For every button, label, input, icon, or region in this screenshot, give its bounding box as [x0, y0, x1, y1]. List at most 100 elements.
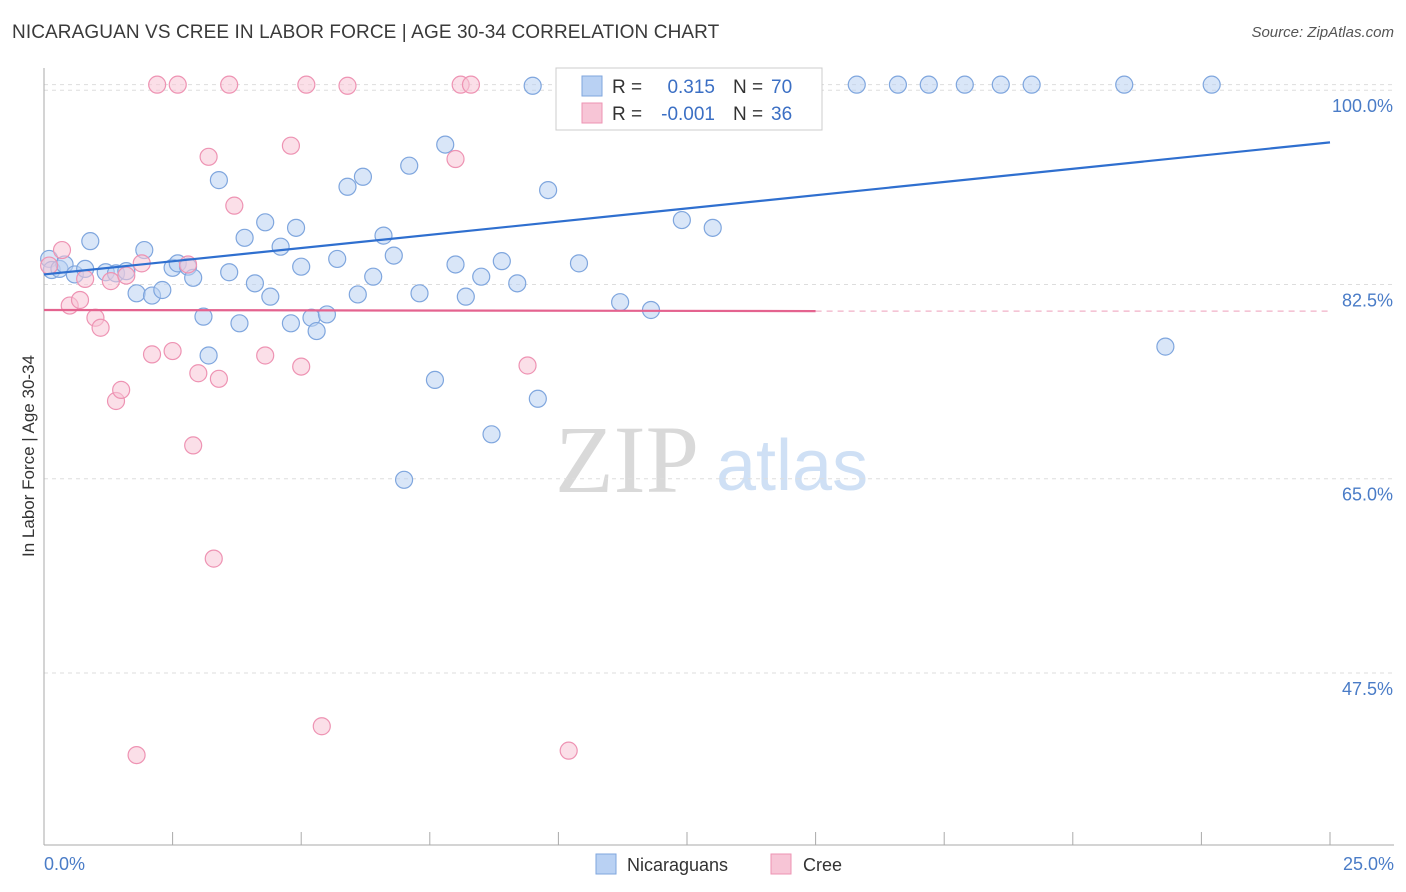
series-legend: Nicaraguans Cree — [595, 853, 842, 875]
scatter-point — [364, 267, 383, 286]
scatter-point — [847, 75, 866, 94]
scatter-point — [559, 741, 578, 760]
scatter-point — [76, 269, 95, 288]
scatter-point — [261, 287, 280, 306]
scatter-point — [518, 356, 537, 375]
scatter-point — [1202, 75, 1221, 94]
trend-line-nicaraguans — [43, 141, 1331, 276]
chart-title: NICARAGUAN VS CREE IN LABOR FORCE | AGE … — [12, 22, 720, 43]
bottom-legend-label-nicaraguans: Nicaraguans — [627, 855, 728, 875]
x-tick-label-max: 25.0% — [1343, 854, 1394, 874]
x-ticks — [172, 832, 1331, 845]
scatter-point — [374, 226, 393, 245]
scatter-point — [101, 272, 120, 291]
scatter-point — [70, 290, 90, 310]
scatter-point — [117, 266, 136, 285]
scatter-point — [523, 76, 542, 95]
scatter-point — [40, 256, 59, 275]
scatter-point — [611, 293, 630, 312]
scatter-point — [292, 257, 311, 276]
scatter-point — [256, 346, 275, 365]
scatter-point — [353, 167, 373, 186]
legend-n-label-1: N = — [733, 77, 763, 98]
legend-r-value-1: 0.315 — [667, 77, 715, 98]
scatter-point — [425, 370, 445, 390]
scatter-point — [400, 156, 419, 175]
scatter-point — [112, 380, 131, 399]
scatter-point — [456, 287, 475, 306]
scatter-point — [204, 549, 223, 568]
scatter-point — [142, 345, 162, 364]
y-axis-title: In Labor Force | Age 30-34 — [19, 355, 38, 557]
scatter-point — [919, 75, 938, 94]
scatter-point — [348, 285, 367, 304]
scatter-point — [91, 318, 110, 337]
legend-r-label-2: R = — [612, 104, 642, 125]
scatter-point — [888, 75, 908, 94]
scatter-point — [81, 232, 100, 251]
scatter-point — [410, 284, 429, 303]
scatter-point — [539, 181, 558, 200]
scatter-point — [317, 305, 337, 324]
legend-swatch-cree — [581, 102, 603, 124]
scatter-point — [168, 75, 187, 94]
scatter-point — [672, 210, 691, 230]
scatter-point — [225, 196, 244, 215]
scatter-point — [703, 218, 722, 237]
grid-lines — [44, 84, 1394, 674]
legend-n-value-1: 70 — [771, 77, 792, 98]
scatter-point — [220, 75, 239, 94]
scatter-point — [482, 425, 501, 444]
scatter-point — [194, 307, 213, 326]
y-tick-label: 47.5% — [1342, 679, 1393, 699]
scatter-point — [199, 147, 218, 166]
chart-source: Source: ZipAtlas.com — [1251, 24, 1394, 41]
scatter-point — [127, 284, 146, 303]
watermark-atlas: atlas — [716, 426, 868, 506]
series-cree — [40, 75, 578, 765]
legend-n-label-2: N = — [733, 104, 763, 125]
scatter-point — [281, 314, 301, 333]
stats-legend: R = 0.315 N = 70 R = -0.001 N = 36 — [555, 67, 823, 131]
scatter-point — [461, 75, 481, 94]
scatter-point — [328, 249, 347, 269]
y-tick-label: 65.0% — [1342, 485, 1393, 505]
scatter-point — [281, 136, 301, 155]
scatter-point — [492, 252, 511, 271]
scatter-point — [955, 75, 974, 94]
bottom-legend-label-cree: Cree — [803, 855, 842, 875]
scatter-point — [209, 171, 228, 190]
scatter-point — [199, 346, 218, 365]
scatter-point — [230, 314, 249, 333]
axes — [43, 68, 1394, 846]
scatter-point — [256, 213, 275, 232]
scatter-point — [52, 240, 72, 260]
bottom-legend-swatch-nicaraguans — [595, 853, 617, 875]
scatter-point — [508, 274, 527, 293]
legend-r-label-1: R = — [612, 77, 642, 98]
scatter-point — [338, 177, 357, 196]
scatter-point — [163, 341, 182, 361]
bottom-legend-swatch-cree — [770, 853, 792, 875]
scatter-point — [148, 75, 167, 94]
legend-n-value-2: 36 — [771, 104, 792, 125]
scatter-point — [286, 218, 306, 237]
scatter-point — [472, 267, 491, 286]
scatter-point — [184, 436, 203, 455]
scatter-point — [991, 75, 1010, 94]
scatter-point — [384, 246, 403, 265]
legend-swatch-nicaraguans — [581, 75, 603, 97]
scatter-point — [1115, 75, 1134, 94]
scatter-point — [446, 149, 465, 169]
scatter-point — [127, 745, 146, 765]
scatter-point — [1022, 75, 1041, 94]
scatter-point — [245, 274, 265, 293]
scatter-point — [394, 470, 414, 489]
scatter-point — [569, 254, 589, 273]
scatter-point — [1156, 337, 1175, 356]
scatter-point — [153, 280, 172, 300]
scatter-point — [338, 76, 357, 95]
y-tick-labels: 100.0% 82.5% 65.0% 47.5% — [1332, 96, 1393, 699]
scatter-point — [220, 263, 239, 282]
